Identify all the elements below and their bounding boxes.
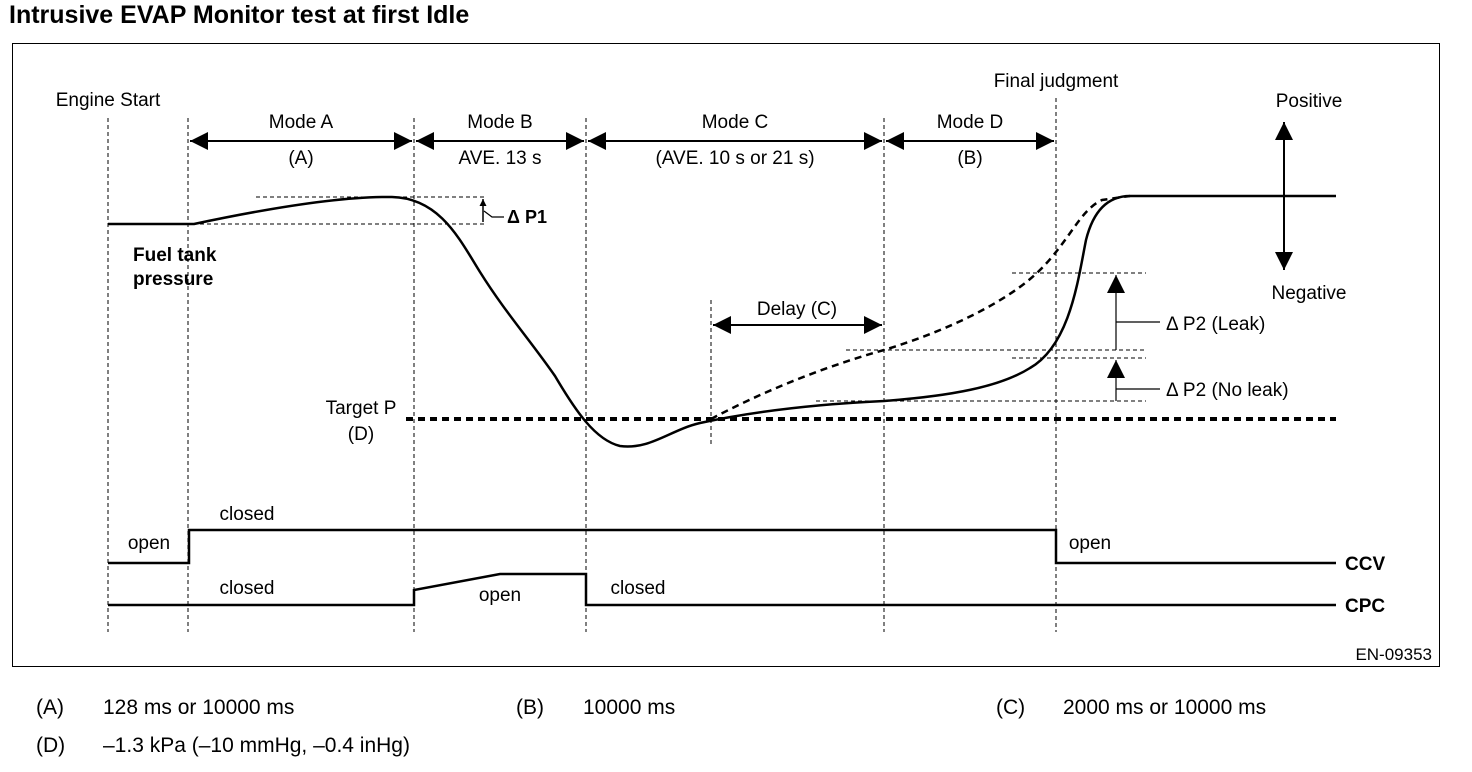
delta-p2-no-leak-label: Δ P2 (No leak): [1166, 380, 1289, 401]
cpc-state-closed-1: closed: [220, 578, 275, 599]
delay-label: Delay (C): [757, 299, 837, 320]
footnote-d-key: (D): [36, 734, 66, 757]
mode-b-name: Mode B: [467, 112, 532, 133]
cpc-state-closed-2: closed: [611, 578, 666, 599]
fuel-tank-label-1: Fuel tank: [133, 245, 217, 266]
mode-arrows: [190, 132, 1054, 334]
ccv-state-open-2: open: [1069, 533, 1111, 554]
delta-p2-leak-label: Δ P2 (Leak): [1166, 314, 1265, 335]
pressure-curve-no-leak: [108, 194, 1336, 448]
page-title: Intrusive EVAP Monitor test at first Idl…: [9, 1, 470, 29]
final-judgment-label: Final judgment: [994, 71, 1119, 92]
mode-c-name: Mode C: [702, 112, 769, 133]
negative-label: Negative: [1272, 283, 1347, 304]
pressure-curve-leak: [710, 194, 1131, 421]
mode-a-name: Mode A: [269, 112, 334, 133]
diagram-frame: [12, 43, 1440, 667]
mode-a-duration: (A): [288, 148, 313, 169]
footnote-a-key: (A): [36, 696, 64, 719]
footnote-a-value: 128 ms or 10000 ms: [103, 696, 295, 719]
delta-p2-arrows: [1107, 275, 1160, 401]
mode-b-duration: AVE. 13 s: [458, 148, 541, 169]
phase-dividers: [107, 98, 1057, 632]
cpc-state-open: open: [479, 585, 521, 606]
target-p-label: Target P: [326, 398, 397, 419]
ccv-state-closed: closed: [220, 504, 275, 525]
ccv-name: CCV: [1345, 554, 1385, 575]
cpc-name: CPC: [1345, 596, 1385, 617]
ccv-waveform: [108, 528, 1336, 565]
positive-label: Positive: [1276, 91, 1343, 112]
figure-code: EN-09353: [1355, 645, 1432, 664]
cpc-waveform: [108, 572, 1336, 607]
footnote-b-value: 10000 ms: [583, 696, 676, 719]
delta-p1-leader: [483, 210, 504, 218]
footnote-b-key: (B): [516, 696, 544, 719]
mode-c-duration: (AVE. 10 s or 21 s): [655, 148, 814, 169]
delta-p1-label: Δ P1: [507, 207, 547, 227]
ccv-state-open-1: open: [128, 533, 170, 554]
mode-d-duration: (B): [957, 148, 982, 169]
footnote-c-key: (C): [996, 696, 1026, 719]
footnote-c-value: 2000 ms or 10000 ms: [1063, 696, 1267, 719]
engine-start-label: Engine Start: [56, 90, 161, 111]
target-p-ref: (D): [348, 424, 374, 445]
mode-d-name: Mode D: [937, 112, 1004, 133]
footnote-d-value: –1.3 kPa (–10 mmHg, –0.4 inHg): [103, 734, 410, 757]
fuel-tank-label-2: pressure: [133, 269, 213, 290]
